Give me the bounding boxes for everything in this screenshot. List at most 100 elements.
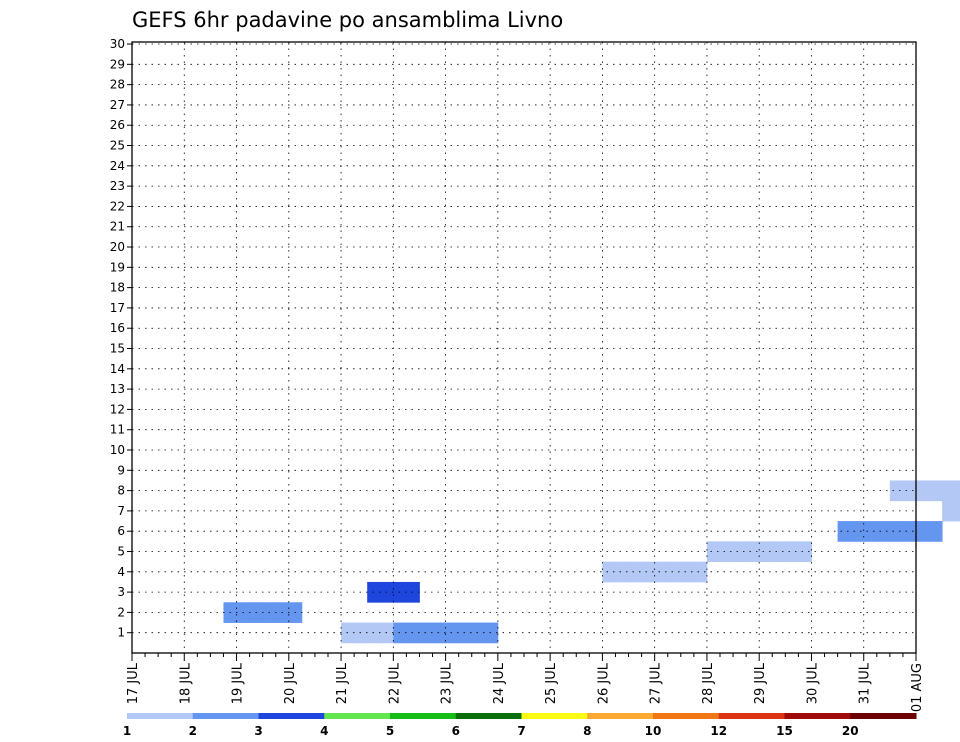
- legend-swatch: [324, 713, 391, 719]
- legend-label: 15: [776, 724, 793, 738]
- y-tick-label: 11: [110, 423, 125, 437]
- heatmap-cell: [471, 622, 486, 644]
- x-tick-label: 20 JUL: [283, 662, 298, 704]
- heatmap-cell: [693, 561, 708, 583]
- heatmap-cell: [667, 561, 682, 583]
- heatmap-cell: [641, 561, 656, 583]
- heatmap-cell: [916, 521, 930, 542]
- heatmap-cell: [380, 581, 394, 603]
- heatmap-cell: [929, 521, 943, 542]
- heatmap-cell: [720, 541, 734, 563]
- legend-swatch: [192, 713, 259, 719]
- y-tick-label: 25: [110, 139, 125, 153]
- x-tick-label: 29 JUL: [753, 662, 768, 704]
- legend-swatch: [850, 713, 917, 719]
- heatmap-cell: [380, 622, 394, 644]
- y-tick-label: 13: [110, 382, 125, 396]
- y-tick-label: 30: [110, 37, 125, 51]
- heatmap-cell: [458, 622, 473, 644]
- heatmap-cell: [746, 541, 760, 563]
- y-tick-label: 6: [117, 524, 125, 538]
- y-tick-label: 20: [110, 240, 125, 254]
- y-tick-label: 8: [117, 484, 125, 498]
- y-tick-label: 21: [110, 220, 125, 234]
- heatmap-cell: [837, 521, 852, 542]
- x-tick-label: 30 JUL: [805, 662, 820, 704]
- heatmap-cell: [602, 561, 616, 583]
- legend-label: 10: [645, 724, 662, 738]
- y-tick-label: 3: [117, 585, 125, 599]
- y-tick-label: 5: [117, 545, 125, 559]
- heatmap-cell: [955, 500, 960, 522]
- x-tick-label: 19 JUL: [231, 662, 246, 704]
- y-tick-label: 14: [110, 362, 125, 376]
- heatmap-cell: [902, 521, 917, 542]
- y-tick-label: 16: [110, 321, 125, 335]
- x-tick-label: 26 JUL: [596, 662, 611, 704]
- heatmap-cell: [419, 622, 433, 644]
- grid: [132, 42, 916, 653]
- heatmap-cell: [484, 622, 499, 644]
- heatmap-cell: [706, 541, 721, 563]
- legend-swatch: [390, 713, 457, 719]
- legend-label: 3: [254, 724, 262, 738]
- y-tick-label: 29: [110, 57, 125, 71]
- x-tick-label: 24 JUL: [492, 662, 507, 704]
- heatmap-cell: [785, 541, 799, 563]
- legend-label: 8: [583, 724, 591, 738]
- x-tick-label: 25 JUL: [544, 662, 559, 704]
- legend-swatch: [587, 713, 654, 719]
- y-tick-label: 15: [110, 342, 125, 356]
- legend-swatch: [455, 713, 522, 719]
- y-tick-label: 18: [110, 281, 125, 295]
- x-tick-label: 18 JUL: [178, 662, 193, 704]
- heatmap-cell: [432, 622, 446, 644]
- heatmap-cell: [942, 500, 956, 522]
- heatmap-cell: [889, 480, 904, 502]
- y-tick-label: 26: [110, 118, 125, 132]
- x-tick-label: 21 JUL: [335, 662, 350, 704]
- x-tick-label: 27 JUL: [649, 662, 664, 704]
- heatmap-cell: [759, 541, 773, 563]
- legend-label: 1: [123, 724, 131, 738]
- y-tick-label: 10: [110, 443, 125, 457]
- x-axis: 17 JUL 18 JUL 19 JUL 20 JUL 21 JUL 22 JUL 23 J…: [126, 653, 925, 712]
- heatmap-cell: [406, 622, 420, 644]
- legend-label: 4: [320, 724, 328, 738]
- legend-label: 5: [386, 724, 394, 738]
- legend-label: 2: [189, 724, 197, 738]
- heatmap-cell: [929, 480, 943, 502]
- y-tick-label: 4: [117, 565, 125, 579]
- x-tick-label: 31 JUL: [858, 662, 873, 704]
- legend-swatch: [127, 713, 194, 719]
- heatmap-cell: [902, 480, 917, 502]
- legend-swatch: [718, 713, 785, 719]
- y-tick-label: 9: [117, 463, 125, 477]
- color-legend: 1 2 3 4 5 6 7 8 10 12 15 20: [123, 713, 917, 738]
- legend-swatch: [258, 713, 325, 719]
- x-tick-label: 28 JUL: [701, 662, 716, 704]
- heatmap-cell: [628, 561, 642, 583]
- y-tick-label: 1: [117, 626, 125, 640]
- legend-label: 12: [710, 724, 727, 738]
- heatmap-cell: [733, 541, 747, 563]
- y-tick-label: 27: [110, 98, 125, 112]
- heatmap-cell: [654, 561, 669, 583]
- x-tick-label: 01 AUG: [910, 663, 925, 712]
- x-tick-label: 17 JUL: [126, 662, 141, 704]
- y-tick-label: 2: [117, 605, 125, 619]
- heatmap-cell: [615, 561, 629, 583]
- heatmap-cells: [223, 480, 960, 644]
- legend-label: 7: [517, 724, 525, 738]
- legend-swatch: [521, 713, 588, 719]
- heatmap-cell: [772, 541, 786, 563]
- heatmap-cell: [393, 622, 407, 644]
- y-tick-label: 28: [110, 78, 125, 92]
- heatmap-cell: [798, 541, 812, 563]
- heatmap-cell: [942, 480, 956, 502]
- chart-title: GEFS 6hr padavine po ansamblima Livno: [132, 8, 563, 32]
- x-tick-label: 22 JUL: [387, 662, 402, 704]
- legend-label: 6: [452, 724, 460, 738]
- y-tick-label: 7: [117, 504, 125, 518]
